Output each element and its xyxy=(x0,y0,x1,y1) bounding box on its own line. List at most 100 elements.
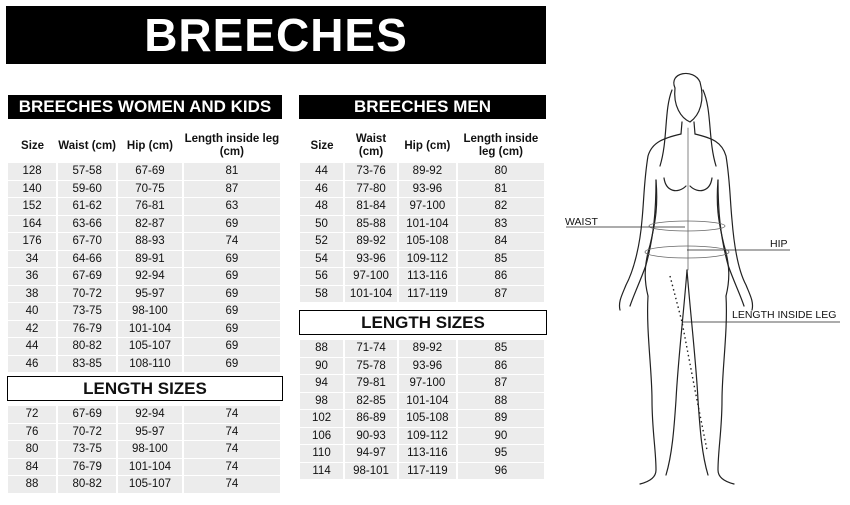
table-cell: 73-76 xyxy=(344,163,399,181)
table-cell: 90-93 xyxy=(344,427,399,445)
waist-label: WAIST xyxy=(565,216,598,228)
table-cell: 76-79 xyxy=(57,458,119,476)
table-cell: 82-85 xyxy=(344,392,399,410)
table-cell: 89-92 xyxy=(397,340,458,358)
table-cell: 88 xyxy=(300,340,346,358)
table-cell: 69 xyxy=(182,250,283,268)
table-row: 102 86-89 105-108 89 xyxy=(300,409,547,428)
table-cell: 85 xyxy=(456,250,547,268)
men-length-size-table: 88 71-74 89-92 85 90 75-78 93-96 86 94 79-81 97-10… xyxy=(300,340,547,480)
table-row: 46 83-85 108-110 69 xyxy=(8,355,283,373)
table-cell: 88 xyxy=(8,475,59,494)
table-cell: 72 xyxy=(8,406,59,424)
table-row: 84 76-79 101-104 74 xyxy=(8,458,283,476)
table-cell: 42 xyxy=(8,320,59,338)
column-header: Waist (cm) xyxy=(58,139,117,152)
table-row: 164 63-66 82-87 69 xyxy=(8,215,283,233)
table-cell: 76-79 xyxy=(57,320,119,338)
table-cell: 105-108 xyxy=(397,232,458,251)
table-cell: 164 xyxy=(8,215,59,233)
hip-label: HIP xyxy=(770,238,788,250)
column-header: Length inside leg (cm) xyxy=(463,133,539,158)
table-cell: 63-66 xyxy=(57,215,119,233)
table-cell: 73-75 xyxy=(57,302,119,321)
table-cell: 97-100 xyxy=(397,197,458,216)
table-cell: 61-62 xyxy=(57,197,119,216)
table-cell: 69 xyxy=(182,320,283,338)
table-cell: 80-82 xyxy=(57,475,119,494)
table-row: 88 80-82 105-107 74 xyxy=(8,475,283,494)
table-row: 42 76-79 101-104 69 xyxy=(8,320,283,338)
table-cell: 106 xyxy=(300,427,346,445)
table-cell: 93-96 xyxy=(397,180,458,198)
table-cell: 69 xyxy=(182,285,283,303)
table-cell: 117-119 xyxy=(397,462,458,480)
table-cell: 82-87 xyxy=(117,215,184,233)
table-cell: 64-66 xyxy=(57,250,119,268)
table-cell: 69 xyxy=(182,302,283,321)
column-header: Size xyxy=(21,139,45,152)
table-cell: 71-74 xyxy=(344,340,399,358)
table-cell: 67-69 xyxy=(57,267,119,286)
table-cell: 102 xyxy=(300,409,346,428)
table-cell: 75-78 xyxy=(344,357,399,375)
men-length-sizes-heading: LENGTH SIZES xyxy=(299,310,547,335)
table-cell: 98 xyxy=(300,392,346,410)
table-cell: 90 xyxy=(456,427,547,445)
table-row: 176 67-70 88-93 74 xyxy=(8,232,283,251)
table-cell: 114 xyxy=(300,462,346,480)
table-cell: 97-100 xyxy=(397,374,458,393)
table-cell: 48 xyxy=(300,197,346,216)
table-cell: 76-81 xyxy=(117,197,184,216)
table-row: 50 85-88 101-104 83 xyxy=(300,215,547,233)
table-row: 36 67-69 92-94 69 xyxy=(8,267,283,286)
table-cell: 73-75 xyxy=(57,440,119,459)
column-header: Size xyxy=(310,139,334,152)
table-cell: 74 xyxy=(182,406,283,424)
table-cell: 40 xyxy=(8,302,59,321)
table-cell: 109-112 xyxy=(397,427,458,445)
table-row: 52 89-92 105-108 84 xyxy=(300,232,547,251)
table-cell: 58 xyxy=(300,285,346,303)
table-row: 114 98-101 117-119 96 xyxy=(300,462,547,480)
table-cell: 34 xyxy=(8,250,59,268)
table-cell: 92-94 xyxy=(117,406,184,424)
table-cell: 80 xyxy=(8,440,59,459)
table-cell: 110 xyxy=(300,444,346,463)
table-cell: 140 xyxy=(8,180,59,198)
table-cell: 81 xyxy=(182,163,283,181)
table-cell: 80 xyxy=(456,163,547,181)
table-cell: 95-97 xyxy=(117,285,184,303)
table-row: 106 90-93 109-112 90 xyxy=(300,427,547,445)
table-cell: 74 xyxy=(182,458,283,476)
table-cell: 44 xyxy=(8,337,59,356)
table-cell: 76 xyxy=(8,423,59,441)
table-cell: 88 xyxy=(456,392,547,410)
column-header: Waist (cm) xyxy=(355,133,387,158)
table-cell: 59-60 xyxy=(57,180,119,198)
table-row: 140 59-60 70-75 87 xyxy=(8,180,283,198)
table-cell: 38 xyxy=(8,285,59,303)
table-cell: 80-82 xyxy=(57,337,119,356)
table-cell: 128 xyxy=(8,163,59,181)
table-cell: 44 xyxy=(300,163,346,181)
table-cell: 67-69 xyxy=(117,163,184,181)
table-row: 56 97-100 113-116 86 xyxy=(300,267,547,286)
table-cell: 85 xyxy=(456,340,547,358)
table-cell: 113-116 xyxy=(397,444,458,463)
table-row: 90 75-78 93-96 86 xyxy=(300,357,547,375)
table-cell: 89 xyxy=(456,409,547,428)
table-cell: 83-85 xyxy=(57,355,119,373)
table-cell: 46 xyxy=(8,355,59,373)
table-row: 80 73-75 98-100 74 xyxy=(8,440,283,459)
table-cell: 84 xyxy=(456,232,547,251)
page-title: BREECHES xyxy=(6,6,546,64)
table-cell: 69 xyxy=(182,215,283,233)
table-cell: 87 xyxy=(456,374,547,393)
table-cell: 70-75 xyxy=(117,180,184,198)
table-cell: 101-104 xyxy=(117,320,184,338)
women-length-size-table: 72 67-69 92-94 74 76 70-72 95-97 74 80 73-75 98-10… xyxy=(8,406,283,494)
women-length-sizes-heading: LENGTH SIZES xyxy=(7,376,283,401)
table-cell: 36 xyxy=(8,267,59,286)
table-row: 34 64-66 89-91 69 xyxy=(8,250,283,268)
